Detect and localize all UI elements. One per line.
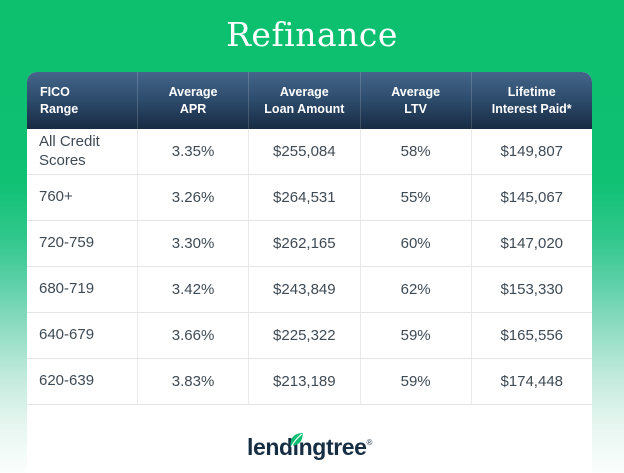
- cell-ltv: 62%: [359, 267, 471, 312]
- header-lifetime-interest-paid: Lifetime Interest Paid*: [470, 72, 592, 129]
- cell-interest: $145,067: [470, 175, 592, 220]
- logo-text-tail: ngtree: [298, 434, 367, 460]
- cell-loan: $225,322: [247, 313, 360, 358]
- table-row: 640-679 3.66% $225,322 59% $165,556: [27, 313, 592, 359]
- header-average-loan-amount: Average Loan Amount: [247, 72, 360, 129]
- cell-apr: 3.30%: [137, 221, 248, 266]
- header-average-ltv: Average LTV: [359, 72, 471, 129]
- table-row: 760+ 3.26% $264,531 55% $145,067: [27, 175, 592, 221]
- cell-apr: 3.42%: [137, 267, 248, 312]
- cell-fico: 720-759: [39, 234, 95, 252]
- cell-loan: $262,165: [247, 221, 360, 266]
- registered-mark: ®: [366, 438, 373, 447]
- logo-text-i: i: [292, 434, 299, 460]
- cell-fico: 760+: [39, 188, 73, 206]
- lendingtree-logo: lend ingtree®: [27, 432, 592, 461]
- table-row: 680-719 3.42% $243,849 62% $153,330: [27, 267, 592, 313]
- cell-fico: All Credit Scores: [39, 132, 100, 169]
- header-average-apr: Average APR: [137, 72, 248, 129]
- table-card: FICO Range Average APR Average Loan Amou…: [27, 72, 592, 473]
- cell-loan: $213,189: [247, 359, 360, 404]
- logo-text-lead: lend: [246, 434, 293, 460]
- cell-loan: $264,531: [247, 175, 360, 220]
- cell-ltv: 58%: [359, 129, 471, 174]
- cell-loan: $243,849: [247, 267, 360, 312]
- table-row: 720-759 3.30% $262,165 60% $147,020: [27, 221, 592, 267]
- cell-fico: 640-679: [39, 326, 95, 344]
- cell-loan: $255,084: [247, 129, 360, 174]
- cell-ltv: 55%: [359, 175, 471, 220]
- cell-interest: $165,556: [470, 313, 592, 358]
- cell-apr: 3.66%: [137, 313, 248, 358]
- cell-interest: $153,330: [470, 267, 592, 312]
- cell-ltv: 60%: [359, 221, 471, 266]
- cell-interest: $149,807: [470, 129, 592, 174]
- table-row: All Credit Scores 3.35% $255,084 58% $14…: [27, 129, 592, 175]
- leaf-icon: [290, 432, 303, 447]
- cell-apr: 3.35%: [137, 129, 248, 174]
- page-title: Refinance: [226, 15, 398, 54]
- table-header-row: FICO Range Average APR Average Loan Amou…: [27, 72, 592, 129]
- cell-apr: 3.26%: [137, 175, 248, 220]
- cell-interest: $174,448: [470, 359, 592, 404]
- cell-apr: 3.83%: [137, 359, 248, 404]
- cell-interest: $147,020: [470, 221, 592, 266]
- cell-fico: 620-639: [39, 372, 95, 390]
- cell-ltv: 59%: [359, 313, 471, 358]
- cell-ltv: 59%: [359, 359, 471, 404]
- header-fico-range: FICO Range: [40, 84, 79, 116]
- cell-fico: 680-719: [39, 280, 95, 298]
- table-row: 620-639 3.83% $213,189 59% $174,448: [27, 359, 592, 405]
